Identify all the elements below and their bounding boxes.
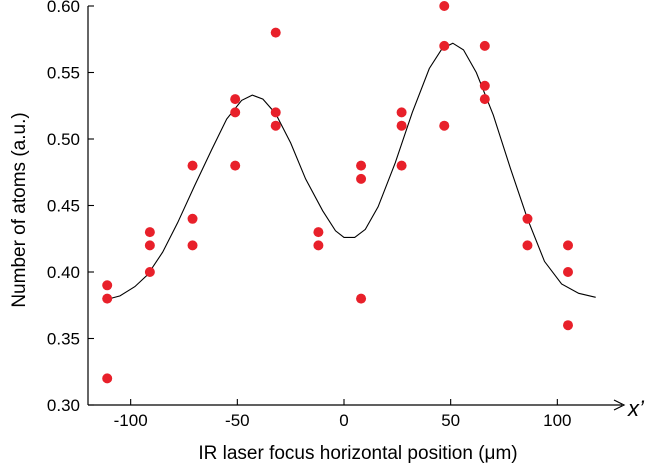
data-point [270, 120, 281, 131]
x-tick-label: 0 [339, 411, 348, 430]
data-point [396, 120, 407, 131]
x-axis-variable-label: x’ [627, 396, 645, 421]
y-tick-label: 0.55 [47, 64, 80, 83]
data-point [187, 240, 198, 251]
data-point [522, 213, 533, 224]
data-point [439, 120, 450, 131]
y-tick-label: 0.30 [47, 396, 80, 415]
data-point [479, 80, 490, 91]
data-point [144, 240, 155, 251]
data-point [563, 240, 573, 251]
x-tick-label: -100 [114, 411, 148, 430]
x-tick-label: 100 [543, 411, 571, 430]
data-point [187, 160, 198, 171]
y-tick-label: 0.35 [47, 330, 80, 349]
x-tick-label: 50 [441, 411, 460, 430]
data-point [230, 107, 241, 118]
data-point [270, 27, 281, 38]
data-point [144, 227, 155, 238]
data-point [439, 40, 450, 51]
data-point [187, 213, 198, 224]
axis-ticks: 0.30 0.35 0.40 0.45 0.50 0.55 0.60 -100 -50 0 50 10… [47, 0, 572, 430]
x-axis-arrowhead [613, 399, 626, 411]
y-tick-label: 0.50 [47, 130, 80, 149]
data-point [313, 240, 324, 251]
data-point [144, 267, 155, 277]
data-point [356, 160, 367, 171]
y-tick-label: 0.40 [47, 263, 80, 282]
data-points [102, 1, 573, 384]
y-tick-label: 0.45 [47, 197, 80, 216]
data-point [563, 320, 573, 331]
data-point [396, 107, 407, 118]
data-point [102, 280, 113, 291]
data-point [479, 94, 490, 105]
fit-curve [104, 42, 596, 301]
data-point [102, 293, 113, 304]
y-axis-title: Number of atoms (a.u.) [9, 112, 30, 307]
data-point [102, 373, 113, 384]
y-tick-label: 0.60 [47, 0, 80, 16]
x-axis: x’ [88, 396, 645, 421]
data-point [439, 1, 450, 11]
data-point [396, 160, 407, 171]
data-point [356, 293, 367, 304]
data-point [522, 240, 533, 251]
data-point [356, 173, 367, 184]
data-point [230, 94, 241, 105]
data-point [230, 160, 241, 171]
data-point [563, 267, 573, 277]
data-point [313, 227, 324, 238]
x-axis-title: IR laser focus horizontal position (μm) [198, 443, 517, 464]
data-point [270, 107, 281, 118]
x-tick-label: -50 [225, 411, 250, 430]
data-point [479, 40, 490, 51]
